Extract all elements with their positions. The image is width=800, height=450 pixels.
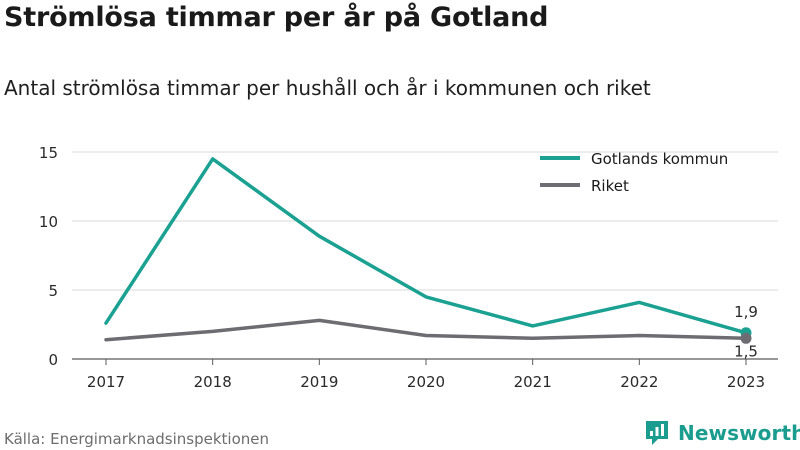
brand-name: Newsworthy	[678, 421, 800, 445]
y-tick-label: 0	[48, 351, 58, 369]
legend-label: Gotlands kommun	[591, 150, 728, 168]
y-tick-label: 15	[39, 144, 58, 162]
end-value-label: 1,5	[734, 342, 758, 360]
y-tick-label: 10	[39, 213, 58, 231]
x-tick-label: 2021	[514, 373, 552, 391]
end-point	[740, 332, 752, 344]
brand-logo: Newsworthy	[644, 419, 800, 447]
legend-label: Riket	[591, 177, 629, 195]
series-lines	[104, 157, 748, 342]
series-line	[104, 157, 748, 335]
x-tick-label: 2023	[727, 373, 765, 391]
end-points: 1,9 1,5	[734, 303, 758, 361]
source-note: Källa: Energimarknadsinspektionen	[4, 430, 270, 448]
y-tick-label: 5	[48, 282, 58, 300]
legend: Gotlands kommun Riket	[540, 150, 728, 195]
x-tick-label: 2019	[300, 373, 338, 391]
newsworthy-logo-icon	[646, 421, 668, 445]
chart-subtitle: Antal strömlösa timmar per hushåll och å…	[4, 76, 651, 100]
x-axis-ticks: 2017 2018 2019 2020 2021 2022 2023	[87, 359, 765, 391]
x-tick-label: 2017	[87, 373, 125, 391]
x-tick-label: 2022	[620, 373, 658, 391]
x-tick-label: 2020	[407, 373, 445, 391]
end-value-label: 1,9	[734, 303, 758, 321]
x-tick-label: 2018	[194, 373, 232, 391]
chart-title: Strömlösa timmar per år på Gotland	[4, 2, 549, 33]
y-axis-ticks: 0 5 10 15	[39, 144, 58, 369]
series-line	[104, 318, 748, 342]
grid-lines	[72, 151, 778, 360]
